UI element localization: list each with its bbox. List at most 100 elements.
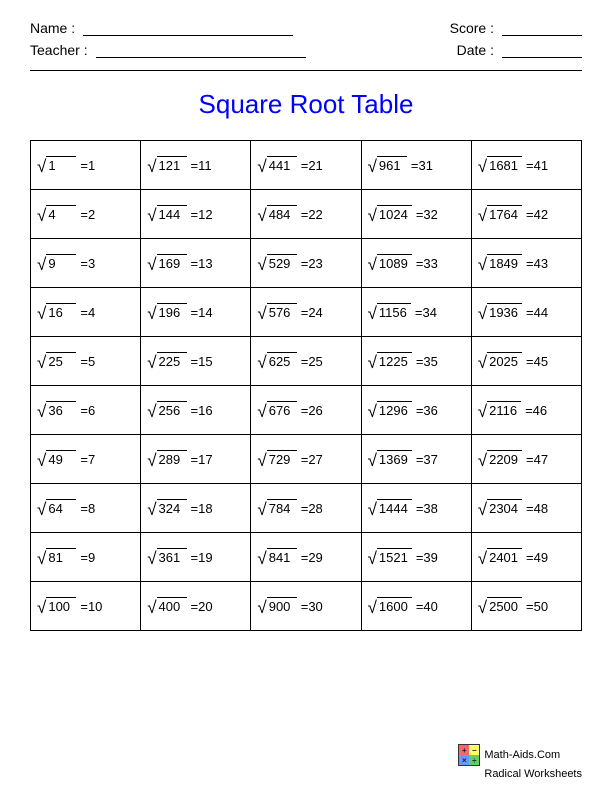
equals-sign: = xyxy=(191,354,199,369)
table-cell: √1225 = 35 xyxy=(361,337,471,386)
radicand-value: 676 xyxy=(267,401,297,419)
sqrt-expression: √961 = 31 xyxy=(362,156,471,174)
radical-icon: √ xyxy=(257,158,266,175)
sqrt-symbol: √1849 xyxy=(478,254,522,272)
table-row: √16 = 4√196 = 14√576 = 24√1156 = 34√1936… xyxy=(31,288,582,337)
table-cell: √49 = 7 xyxy=(31,435,141,484)
result-value: 16 xyxy=(198,403,212,418)
sqrt-expression: √36 = 6 xyxy=(31,401,140,419)
equals-sign: = xyxy=(191,158,199,173)
table-row: √64 = 8√324 = 18√784 = 28√1444 = 38√2304… xyxy=(31,484,582,533)
radicand-value: 1024 xyxy=(377,205,412,223)
result-value: 37 xyxy=(423,452,437,467)
sqrt-expression: √1521 = 39 xyxy=(362,548,471,566)
sqrt-symbol: √1 xyxy=(37,156,76,174)
table-cell: √2025 = 45 xyxy=(471,337,581,386)
result-value: 14 xyxy=(198,305,212,320)
equals-sign: = xyxy=(301,207,309,222)
radicand-value: 289 xyxy=(157,450,187,468)
table-cell: √324 = 18 xyxy=(141,484,251,533)
equals-sign: = xyxy=(191,550,199,565)
result-value: 32 xyxy=(423,207,437,222)
sqrt-symbol: √625 xyxy=(257,352,296,370)
header-divider xyxy=(30,70,582,71)
radicand-value: 729 xyxy=(267,450,297,468)
name-input-line[interactable] xyxy=(83,35,293,36)
result-value: 23 xyxy=(308,256,322,271)
teacher-input-line[interactable] xyxy=(96,57,306,58)
result-value: 4 xyxy=(88,305,95,320)
radical-icon: √ xyxy=(37,354,46,371)
equals-sign: = xyxy=(301,158,309,173)
equals-sign: = xyxy=(80,452,88,467)
radicand-value: 2209 xyxy=(487,450,522,468)
radicand-value: 225 xyxy=(157,352,187,370)
sqrt-expression: √1369 = 37 xyxy=(362,450,471,468)
footer-site: Math-Aids.Com xyxy=(484,749,560,761)
score-input-line[interactable] xyxy=(502,35,582,36)
radical-icon: √ xyxy=(37,599,46,616)
sqrt-symbol: √576 xyxy=(257,303,296,321)
result-value: 24 xyxy=(308,305,322,320)
table-row: √4 = 2√144 = 12√484 = 22√1024 = 32√1764 … xyxy=(31,190,582,239)
logo-minus-icon: − xyxy=(469,745,479,755)
radicand-value: 121 xyxy=(157,156,187,174)
date-input-line[interactable] xyxy=(502,57,582,58)
sqrt-symbol: √4 xyxy=(37,205,76,223)
sqrt-expression: √81 = 9 xyxy=(31,548,140,566)
table-cell: √1 = 1 xyxy=(31,141,141,190)
table-cell: √289 = 17 xyxy=(141,435,251,484)
equals-sign: = xyxy=(411,158,419,173)
sqrt-expression: √529 = 23 xyxy=(251,254,360,272)
name-field: Name : xyxy=(30,20,293,36)
radical-icon: √ xyxy=(37,158,46,175)
sqrt-symbol: √1225 xyxy=(368,352,412,370)
equals-sign: = xyxy=(301,501,309,516)
radical-icon: √ xyxy=(257,354,266,371)
header-row-1: Name : Score : xyxy=(30,20,582,36)
radicand-value: 2116 xyxy=(487,401,521,419)
sqrt-symbol: √2209 xyxy=(478,450,522,468)
math-aids-logo-icon: + − × ÷ xyxy=(458,744,480,766)
square-root-table: √1 = 1√121 = 11√441 = 21√961 = 31√1681 =… xyxy=(30,140,582,631)
footer: + − × ÷ Math-Aids.Com Radical Worksheets xyxy=(458,744,582,780)
sqrt-expression: √576 = 24 xyxy=(251,303,360,321)
sqrt-symbol: √2401 xyxy=(478,548,522,566)
table-row: √1 = 1√121 = 11√441 = 21√961 = 31√1681 =… xyxy=(31,141,582,190)
equals-sign: = xyxy=(80,207,88,222)
date-field: Date : xyxy=(457,42,582,58)
equals-sign: = xyxy=(526,256,534,271)
page-title: Square Root Table xyxy=(30,89,582,120)
table-cell: √1764 = 42 xyxy=(471,190,581,239)
equals-sign: = xyxy=(416,207,424,222)
radical-icon: √ xyxy=(478,550,487,567)
sqrt-expression: √2500 = 50 xyxy=(472,597,581,615)
radical-icon: √ xyxy=(478,403,487,420)
sqrt-expression: √16 = 4 xyxy=(31,303,140,321)
equals-sign: = xyxy=(191,207,199,222)
sqrt-expression: √121 = 11 xyxy=(141,156,250,174)
radical-icon: √ xyxy=(37,207,46,224)
table-row: √81 = 9√361 = 19√841 = 29√1521 = 39√2401… xyxy=(31,533,582,582)
table-cell: √2116 = 46 xyxy=(471,386,581,435)
result-value: 20 xyxy=(198,599,212,614)
result-value: 44 xyxy=(534,305,548,320)
radical-icon: √ xyxy=(37,550,46,567)
result-value: 21 xyxy=(308,158,322,173)
sqrt-expression: √625 = 25 xyxy=(251,352,360,370)
result-value: 15 xyxy=(198,354,212,369)
table-cell: √361 = 19 xyxy=(141,533,251,582)
sqrt-symbol: √1024 xyxy=(368,205,412,223)
sqrt-expression: √1764 = 42 xyxy=(472,205,581,223)
result-value: 43 xyxy=(534,256,548,271)
result-value: 26 xyxy=(308,403,322,418)
sqrt-expression: √441 = 21 xyxy=(251,156,360,174)
sqrt-expression: √1936 = 44 xyxy=(472,303,581,321)
radicand-value: 49 xyxy=(46,450,76,468)
table-cell: √169 = 13 xyxy=(141,239,251,288)
radical-icon: √ xyxy=(37,452,46,469)
result-value: 36 xyxy=(423,403,437,418)
table-cell: √1089 = 33 xyxy=(361,239,471,288)
table-cell: √1296 = 36 xyxy=(361,386,471,435)
table-cell: √16 = 4 xyxy=(31,288,141,337)
